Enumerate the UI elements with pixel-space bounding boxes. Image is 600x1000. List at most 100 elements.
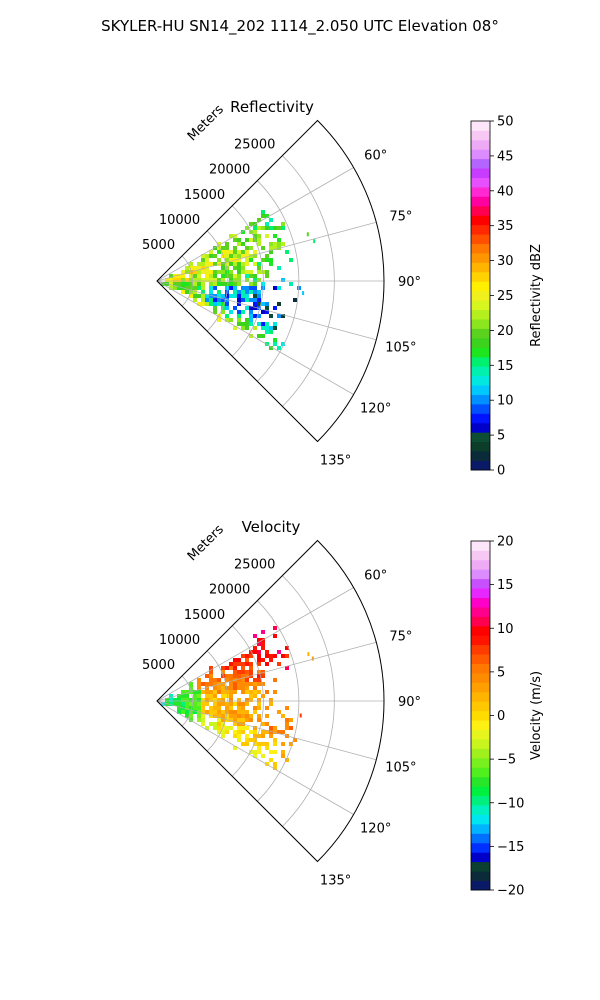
echo-gate bbox=[209, 298, 213, 302]
colorbar-segment bbox=[471, 805, 490, 815]
echo-gate bbox=[249, 698, 253, 702]
echo-gate bbox=[257, 674, 261, 678]
echo-gate bbox=[273, 634, 277, 638]
echo-gate bbox=[265, 306, 269, 310]
echo-gate bbox=[257, 314, 261, 318]
echo-gate bbox=[281, 714, 285, 718]
echo-gate bbox=[181, 694, 185, 698]
echo-gate bbox=[261, 630, 265, 634]
echo-gate bbox=[233, 710, 237, 714]
echo-gate bbox=[261, 670, 265, 674]
echo-gate bbox=[261, 754, 265, 758]
echo-gate bbox=[181, 274, 185, 278]
echo-gate bbox=[189, 282, 193, 286]
azimuth-gridline bbox=[156, 587, 354, 702]
colorbar-segment bbox=[471, 130, 490, 141]
velocity-title: Velocity bbox=[242, 518, 301, 536]
range-tick-label: 5000 bbox=[142, 658, 175, 673]
echo-gate bbox=[201, 278, 205, 282]
echo-gate bbox=[245, 718, 249, 722]
echo-gate bbox=[209, 262, 213, 266]
echo-gate bbox=[285, 758, 289, 762]
echo-gate bbox=[185, 286, 189, 290]
echo-gate bbox=[273, 762, 277, 766]
echo-gate bbox=[233, 278, 237, 282]
echo-gate bbox=[201, 690, 205, 694]
echo-gate bbox=[265, 322, 269, 326]
azimuth-gridline bbox=[156, 700, 377, 761]
echo-gate bbox=[169, 702, 173, 706]
echo-gate bbox=[257, 746, 261, 750]
echo-gate bbox=[193, 286, 197, 290]
echo-gate bbox=[225, 258, 229, 262]
echo-gate bbox=[269, 750, 273, 754]
echo-gate bbox=[197, 718, 201, 722]
velocity-polar-grid bbox=[156, 539, 385, 863]
colorbar-segment bbox=[471, 776, 490, 787]
colorbar-tick-label: −5 bbox=[497, 753, 516, 768]
colorbar-segment bbox=[471, 635, 490, 646]
echo-gate bbox=[237, 698, 241, 702]
echo-gate bbox=[193, 694, 197, 698]
echo-gate bbox=[253, 282, 257, 286]
echo-gate bbox=[225, 674, 229, 678]
echo-gate bbox=[281, 730, 285, 734]
echo-gate bbox=[253, 290, 257, 294]
azimuth-tick-label: 90° bbox=[398, 275, 421, 290]
echo-gate bbox=[225, 246, 229, 250]
echo-gate bbox=[201, 302, 205, 306]
echo-gate bbox=[185, 710, 189, 714]
echo-gate bbox=[245, 262, 249, 266]
colorbar-segment bbox=[471, 300, 490, 311]
echo-gate bbox=[249, 662, 253, 666]
echo-gate bbox=[229, 318, 233, 322]
colorbar-tick-label: 20 bbox=[497, 535, 514, 550]
echo-gate bbox=[241, 702, 245, 706]
echo-gate bbox=[233, 730, 237, 734]
echo-gate bbox=[213, 710, 217, 714]
echo-gate bbox=[245, 710, 249, 714]
echo-gate bbox=[185, 706, 189, 710]
colorbar-segment bbox=[471, 215, 490, 226]
echo-gate bbox=[225, 254, 229, 258]
echo-gate bbox=[265, 258, 269, 262]
colorbar-segment bbox=[471, 121, 490, 131]
range-tick-label: 20000 bbox=[209, 163, 250, 178]
echo-gate bbox=[245, 698, 249, 702]
echo-gate bbox=[221, 298, 225, 302]
echo-gate bbox=[189, 686, 193, 690]
echo-gate bbox=[197, 698, 201, 702]
echo-gate bbox=[201, 710, 205, 714]
echo-gate bbox=[265, 214, 269, 218]
echo-gate bbox=[205, 298, 209, 302]
colorbar-tick-label: 20 bbox=[497, 324, 514, 339]
echo-gate bbox=[229, 234, 233, 238]
echo-gate bbox=[197, 278, 201, 282]
echo-gate bbox=[245, 226, 249, 230]
echo-gate bbox=[185, 702, 189, 706]
colorbar-segment bbox=[471, 243, 490, 254]
echo-gate bbox=[201, 286, 205, 290]
echo-gate bbox=[273, 750, 277, 754]
echo-gate bbox=[205, 726, 209, 730]
polar-frame bbox=[156, 119, 385, 443]
echo-gate bbox=[229, 294, 233, 298]
colorbar-segment bbox=[471, 729, 490, 740]
echo-gate bbox=[225, 706, 229, 710]
reflectivity-azimuth-ticks: 60° 75° 90° 105° 120° 135° bbox=[320, 149, 421, 469]
echo-gate bbox=[269, 702, 273, 706]
echo-gate bbox=[249, 270, 253, 274]
echo-gate bbox=[281, 242, 285, 246]
echo-gate bbox=[233, 246, 237, 250]
echo-gate bbox=[193, 710, 197, 714]
echo-gate bbox=[265, 762, 269, 766]
echo-gate bbox=[261, 674, 265, 678]
echo-gate bbox=[285, 718, 289, 722]
echo-gate bbox=[253, 250, 257, 254]
echo-gate bbox=[181, 282, 185, 286]
echo-gate bbox=[237, 714, 241, 718]
echo-gate bbox=[237, 658, 241, 662]
echo-gate bbox=[213, 682, 217, 686]
echo-gate bbox=[257, 290, 261, 294]
echo-gate bbox=[269, 314, 273, 318]
